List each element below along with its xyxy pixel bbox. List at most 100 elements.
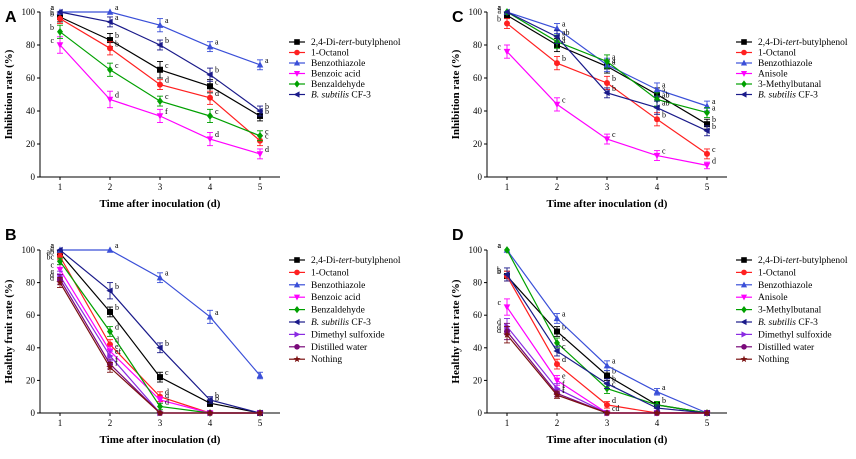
significance-letter: c bbox=[497, 298, 501, 307]
significance-letter: b bbox=[165, 339, 169, 348]
series-2: a a a a bbox=[497, 241, 711, 416]
x-tick-label: 2 bbox=[555, 418, 560, 428]
legend-label-prefix: Dimethyl sulfoxide bbox=[311, 329, 385, 340]
x-tick-label: 4 bbox=[655, 418, 660, 428]
legend-label-prefix: 2,4-Di- bbox=[758, 256, 786, 266]
significance-letter: a bbox=[497, 3, 501, 12]
data-point bbox=[56, 42, 64, 49]
significance-letter: b bbox=[497, 267, 501, 276]
data-point bbox=[653, 152, 661, 160]
y-tick-label: 80 bbox=[26, 278, 36, 288]
legend-label: 1-Octanol bbox=[311, 268, 349, 278]
panel-letter: C bbox=[452, 9, 464, 26]
significance-letter: a bbox=[612, 57, 616, 66]
significance-letter: e bbox=[115, 342, 119, 351]
data-point bbox=[107, 352, 114, 360]
y-tick-label: 40 bbox=[473, 343, 483, 353]
data-point bbox=[653, 409, 661, 417]
legend-label-prefix: Benzothiazole bbox=[758, 59, 812, 69]
data-point bbox=[207, 83, 213, 90]
legend-marker bbox=[294, 49, 300, 56]
significance-letter: a bbox=[497, 241, 501, 250]
legend-marker bbox=[741, 331, 748, 338]
significance-letter: c bbox=[50, 36, 54, 45]
significance-letter: a bbox=[497, 241, 501, 250]
y-tick-label: 40 bbox=[26, 106, 36, 116]
significance-letter: b bbox=[215, 66, 219, 75]
legend-item: Benzaldehyde bbox=[289, 80, 365, 90]
data-point bbox=[107, 327, 113, 336]
significance-letter: ab bbox=[562, 28, 570, 37]
data-point bbox=[654, 95, 660, 104]
significance-letter: e bbox=[562, 371, 566, 380]
significance-letter: c bbox=[165, 92, 169, 101]
significance-letter: c bbox=[562, 342, 566, 351]
legend-marker bbox=[293, 59, 301, 66]
significance-letter: d bbox=[562, 355, 566, 364]
legend-label: Benzoic acid bbox=[311, 293, 361, 303]
legend-marker bbox=[293, 281, 301, 288]
legend-label-prefix: Benzoic acid bbox=[311, 70, 361, 80]
x-tick-label: 3 bbox=[605, 182, 610, 192]
data-point bbox=[554, 328, 560, 335]
significance-letter: c bbox=[215, 107, 219, 116]
legend-label: 2,4-Di-tert-butylphenol bbox=[311, 256, 401, 266]
data-point bbox=[604, 79, 610, 86]
data-point bbox=[106, 96, 114, 104]
legend-label-prefix: Benzaldehyde bbox=[311, 306, 365, 316]
significance-letter: b bbox=[165, 36, 169, 45]
significance-letter: b bbox=[662, 396, 666, 405]
legend-label-suffix: -butylphenol bbox=[352, 256, 401, 266]
legend-marker bbox=[294, 305, 300, 314]
data-point bbox=[56, 278, 64, 286]
legend-label-italic: B. subtilis bbox=[311, 318, 349, 328]
data-point bbox=[653, 404, 660, 412]
x-tick-label: 1 bbox=[58, 418, 63, 428]
significance-letter: d bbox=[165, 391, 169, 400]
data-point bbox=[703, 162, 711, 170]
significance-letter: ab bbox=[46, 248, 54, 257]
significance-letter: c bbox=[115, 61, 119, 70]
data-point bbox=[603, 380, 610, 387]
legend-label: B. subtilis CF-3 bbox=[311, 91, 371, 101]
legend-label: 2,4-Di-tert-butylphenol bbox=[311, 38, 401, 48]
legend-item: B. subtilis CF-3 bbox=[289, 318, 371, 328]
data-point bbox=[704, 108, 710, 117]
legend-label-prefix: 3-Methylbutanal bbox=[758, 306, 822, 316]
significance-letter: d bbox=[712, 156, 716, 165]
significance-letter: a bbox=[562, 36, 566, 45]
legend-marker bbox=[740, 91, 747, 98]
x-tick-label: 4 bbox=[655, 182, 660, 192]
y-axis-label: Inhibition rate (%) bbox=[450, 49, 462, 139]
legend-item: Benzoic acid bbox=[289, 293, 361, 303]
legend-marker bbox=[293, 70, 301, 77]
legend-item: 1-Octanol bbox=[736, 49, 796, 59]
significance-letter: c bbox=[165, 61, 169, 70]
legend-marker bbox=[740, 281, 748, 288]
series-8: df bbox=[50, 274, 264, 417]
legend-label-prefix: 2,4-Di- bbox=[758, 38, 786, 48]
significance-letter: c bbox=[165, 368, 169, 377]
legend-marker bbox=[293, 91, 300, 98]
data-point bbox=[703, 409, 711, 417]
legend-item: Benzothiazole bbox=[289, 281, 365, 291]
legend-label-prefix: Benzothiazole bbox=[758, 281, 812, 291]
y-tick-label: 100 bbox=[22, 245, 36, 255]
significance-letter: c bbox=[215, 77, 219, 86]
panel-d: D 0 20 40 60 80 100 1 2 3 4 5 Time after inoculation… bbox=[450, 227, 848, 446]
significance-letter: b bbox=[662, 110, 666, 119]
significance-letter: b bbox=[497, 265, 501, 274]
legend-item: Dimethyl sulfoxide bbox=[736, 329, 832, 340]
significance-letter: a bbox=[50, 241, 54, 250]
data-point bbox=[503, 48, 511, 56]
legend-label-prefix: Distilled water bbox=[311, 343, 368, 353]
series-2: a a a a bbox=[50, 241, 264, 380]
y-tick-label: 60 bbox=[473, 73, 483, 83]
panel-c: C 0 20 40 60 80 100 1 2 3 4 5 Time after inoculation… bbox=[450, 3, 848, 210]
data-point bbox=[257, 131, 263, 140]
significance-letter: a bbox=[497, 6, 501, 15]
